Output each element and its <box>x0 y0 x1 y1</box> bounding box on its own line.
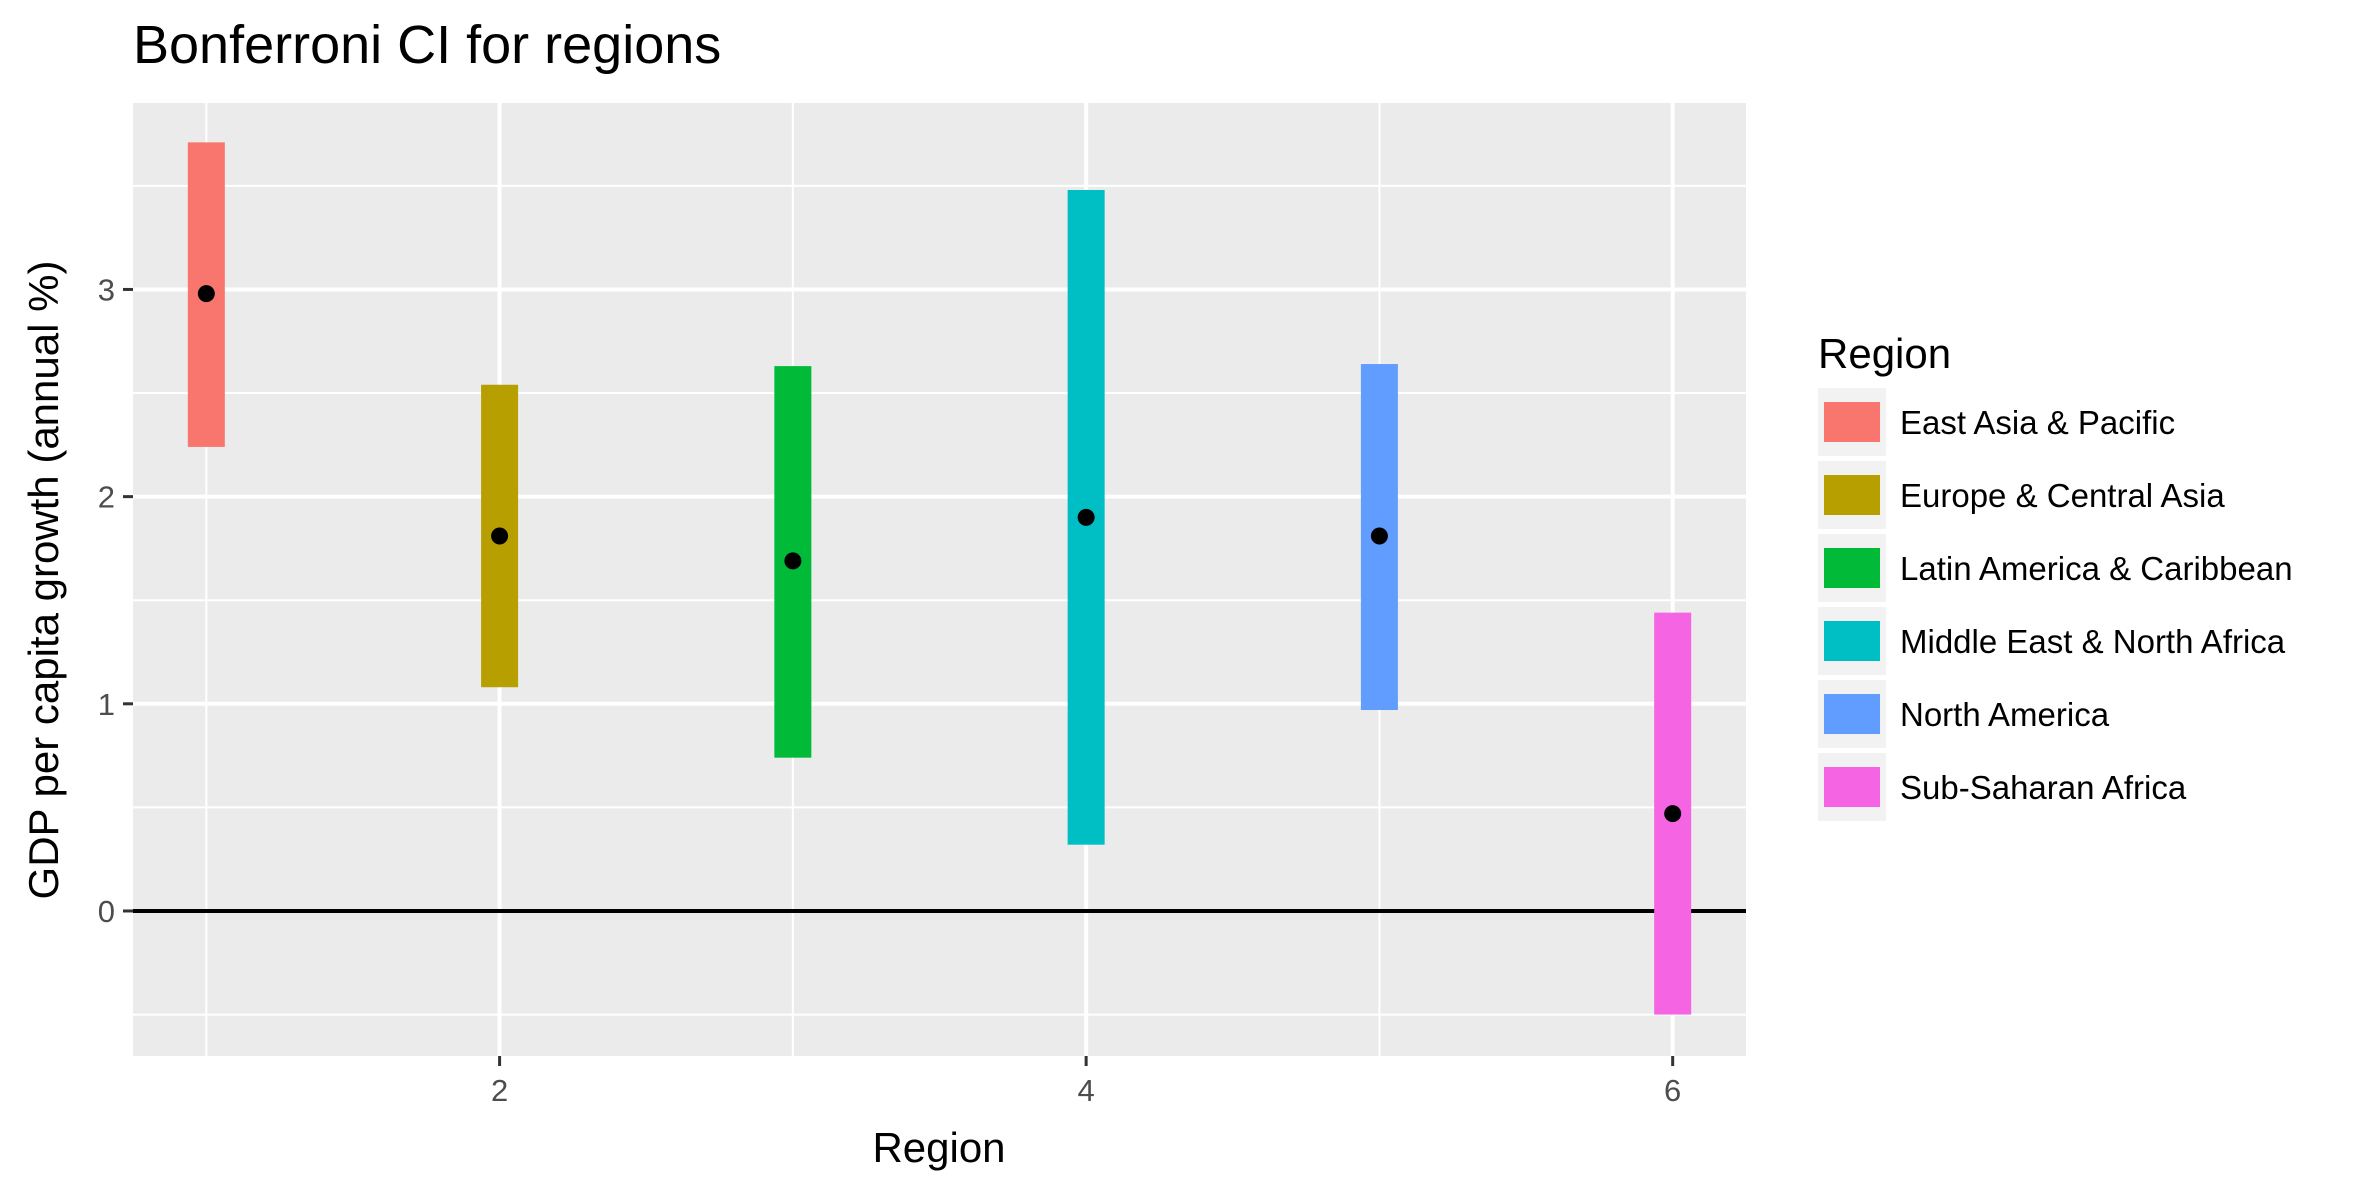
legend-title: Region <box>1818 330 1951 377</box>
legend-items: East Asia & Pacific Europe & Central Asia… <box>1818 388 2293 821</box>
legend-swatch-6 <box>1824 767 1880 807</box>
estimate-point-4 <box>1077 508 1095 526</box>
y-axis-title: GDP per capita growth (annual %) <box>20 261 67 900</box>
legend-swatch-2 <box>1824 475 1880 515</box>
legend: Region East Asia & Pacific Europe & Centr… <box>1818 330 2293 821</box>
x-tick-label: 6 <box>1664 1073 1681 1108</box>
y-tick-label: 2 <box>98 480 115 515</box>
estimate-points <box>197 285 1682 823</box>
y-tick-label: 0 <box>98 894 115 929</box>
estimate-point-2 <box>491 527 509 545</box>
x-axis-ticks: 2 4 6 <box>491 1056 1681 1108</box>
minor-gridlines <box>133 103 1746 1056</box>
legend-label-2: Europe & Central Asia <box>1900 477 2225 514</box>
legend-label-3: Latin America & Caribbean <box>1900 550 2293 587</box>
legend-label-4: Middle East & North Africa <box>1900 623 2286 660</box>
estimate-point-5 <box>1370 527 1388 545</box>
x-axis-title: Region <box>872 1124 1005 1171</box>
estimate-point-6 <box>1664 805 1682 823</box>
plot-panel <box>133 103 1746 1056</box>
y-tick-label: 1 <box>98 687 115 722</box>
chart-title: Bonferroni CI for regions <box>133 15 721 75</box>
x-tick-label: 2 <box>491 1073 508 1108</box>
legend-swatch-1 <box>1824 402 1880 442</box>
x-tick-label: 4 <box>1078 1073 1095 1108</box>
legend-swatch-5 <box>1824 694 1880 734</box>
legend-label-1: East Asia & Pacific <box>1900 404 2175 441</box>
y-axis-ticks: 0 1 2 3 <box>98 272 133 929</box>
estimate-point-1 <box>197 285 215 303</box>
legend-label-5: North America <box>1900 696 2110 733</box>
legend-label-6: Sub-Saharan Africa <box>1900 769 2187 806</box>
legend-swatch-4 <box>1824 621 1880 661</box>
y-tick-label: 3 <box>98 272 115 307</box>
estimate-point-3 <box>784 552 802 570</box>
legend-swatch-3 <box>1824 548 1880 588</box>
